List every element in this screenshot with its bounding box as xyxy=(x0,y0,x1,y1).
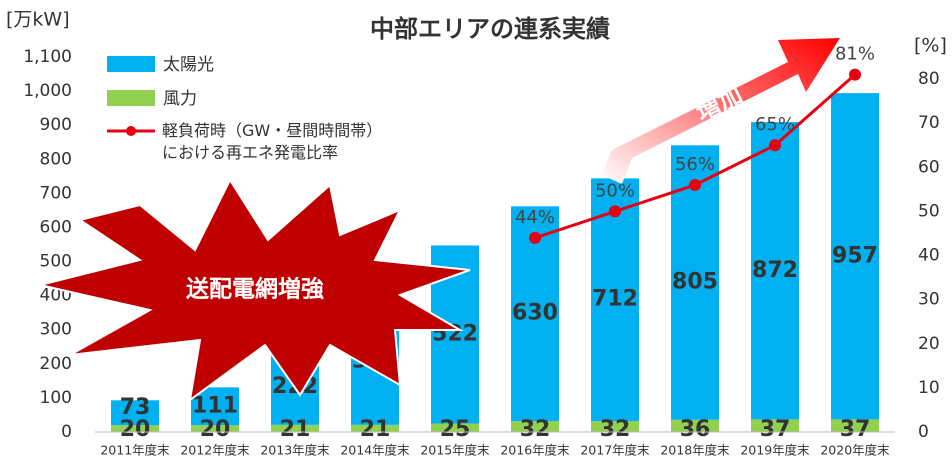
ratio-label: 50% xyxy=(595,180,635,201)
legend-swatch xyxy=(107,90,155,106)
y2-tick-label: 20 xyxy=(918,334,940,354)
page: {"chart_data": {"type": "bar", "title": … xyxy=(0,0,952,460)
y-tick-label: 900 xyxy=(40,115,72,135)
ratio-point xyxy=(849,69,861,81)
legend-label: 軽負荷時（GW・昼間時間帯）における再エネ発電比率 xyxy=(162,120,384,164)
chart: 中部エリアの連系実績 [万kW] [%] 0100200300400500600… xyxy=(0,0,952,460)
y-tick-label: 500 xyxy=(40,252,72,272)
y-tick-label: 300 xyxy=(40,320,72,340)
y-tick-label: 1,000 xyxy=(23,81,72,101)
starburst-label: 送配電網増強 xyxy=(186,276,324,303)
y-tick-label: 200 xyxy=(40,354,72,374)
y-tick-label: 100 xyxy=(40,388,72,408)
data-label: 20 xyxy=(120,417,151,442)
data-label: 37 xyxy=(840,417,871,442)
data-label: 21 xyxy=(280,417,311,442)
y-tick-label: 600 xyxy=(40,217,72,237)
x-tick-label: 2012年度末 xyxy=(180,443,250,458)
data-label: 957 xyxy=(832,243,878,268)
data-label: 32 xyxy=(520,417,551,442)
ratio-label: 81% xyxy=(835,44,875,65)
data-label: 20 xyxy=(200,417,231,442)
legend-swatch xyxy=(107,56,155,72)
data-label: 630 xyxy=(512,301,558,326)
y-tick-label: 0 xyxy=(61,422,72,442)
ratio-label: 65% xyxy=(755,114,795,135)
x-tick-label: 2011年度末 xyxy=(100,443,170,458)
legend-swatch xyxy=(126,126,136,136)
y2-tick-label: 40 xyxy=(918,246,940,266)
y2-tick-label: 80 xyxy=(918,69,940,89)
x-tick-label: 2013年度末 xyxy=(260,443,330,458)
data-label: 25 xyxy=(440,417,471,442)
legend-label: 太陽光 xyxy=(163,55,214,75)
x-tick-label: 2018年度末 xyxy=(660,443,730,458)
x-tick-label: 2014年度末 xyxy=(340,443,410,458)
data-label: 805 xyxy=(672,270,718,295)
ratio-point xyxy=(769,139,781,151)
y2-axis-label: [%] xyxy=(914,35,947,57)
x-tick-label: 2015年度末 xyxy=(420,443,490,458)
data-label: 872 xyxy=(752,258,798,283)
x-tick-label: 2016年度末 xyxy=(500,443,570,458)
y-axis-label: [万kW] xyxy=(6,9,70,31)
ratio-point xyxy=(609,205,621,217)
y2-tick-label: 70 xyxy=(918,113,940,133)
x-tick-label: 2020年度末 xyxy=(820,443,890,458)
data-label: 21 xyxy=(360,417,391,442)
chart-title: 中部エリアの連系実績 xyxy=(370,15,610,43)
y2-tick-label: 0 xyxy=(918,422,929,442)
y2-tick-label: 50 xyxy=(918,201,940,221)
x-tick-label: 2017年度末 xyxy=(580,443,650,458)
data-label: 73 xyxy=(120,395,151,420)
y2-tick-label: 60 xyxy=(918,157,940,177)
legend-label: 風力 xyxy=(163,89,197,109)
ratio-point xyxy=(689,179,701,191)
y-tick-label: 700 xyxy=(40,183,72,203)
data-label: 712 xyxy=(592,287,638,312)
ratio-label: 56% xyxy=(675,154,715,175)
y2-tick-label: 10 xyxy=(918,378,940,398)
ratio-label: 44% xyxy=(515,207,555,228)
data-label: 111 xyxy=(192,393,238,418)
ratio-point xyxy=(529,232,541,244)
y-tick-label: 1,100 xyxy=(23,47,72,67)
data-label: 36 xyxy=(680,417,711,442)
x-tick-label: 2019年度末 xyxy=(740,443,810,458)
data-label: 37 xyxy=(760,417,791,442)
data-label: 32 xyxy=(600,417,631,442)
y2-tick-label: 30 xyxy=(918,290,940,310)
y-tick-label: 800 xyxy=(40,149,72,169)
